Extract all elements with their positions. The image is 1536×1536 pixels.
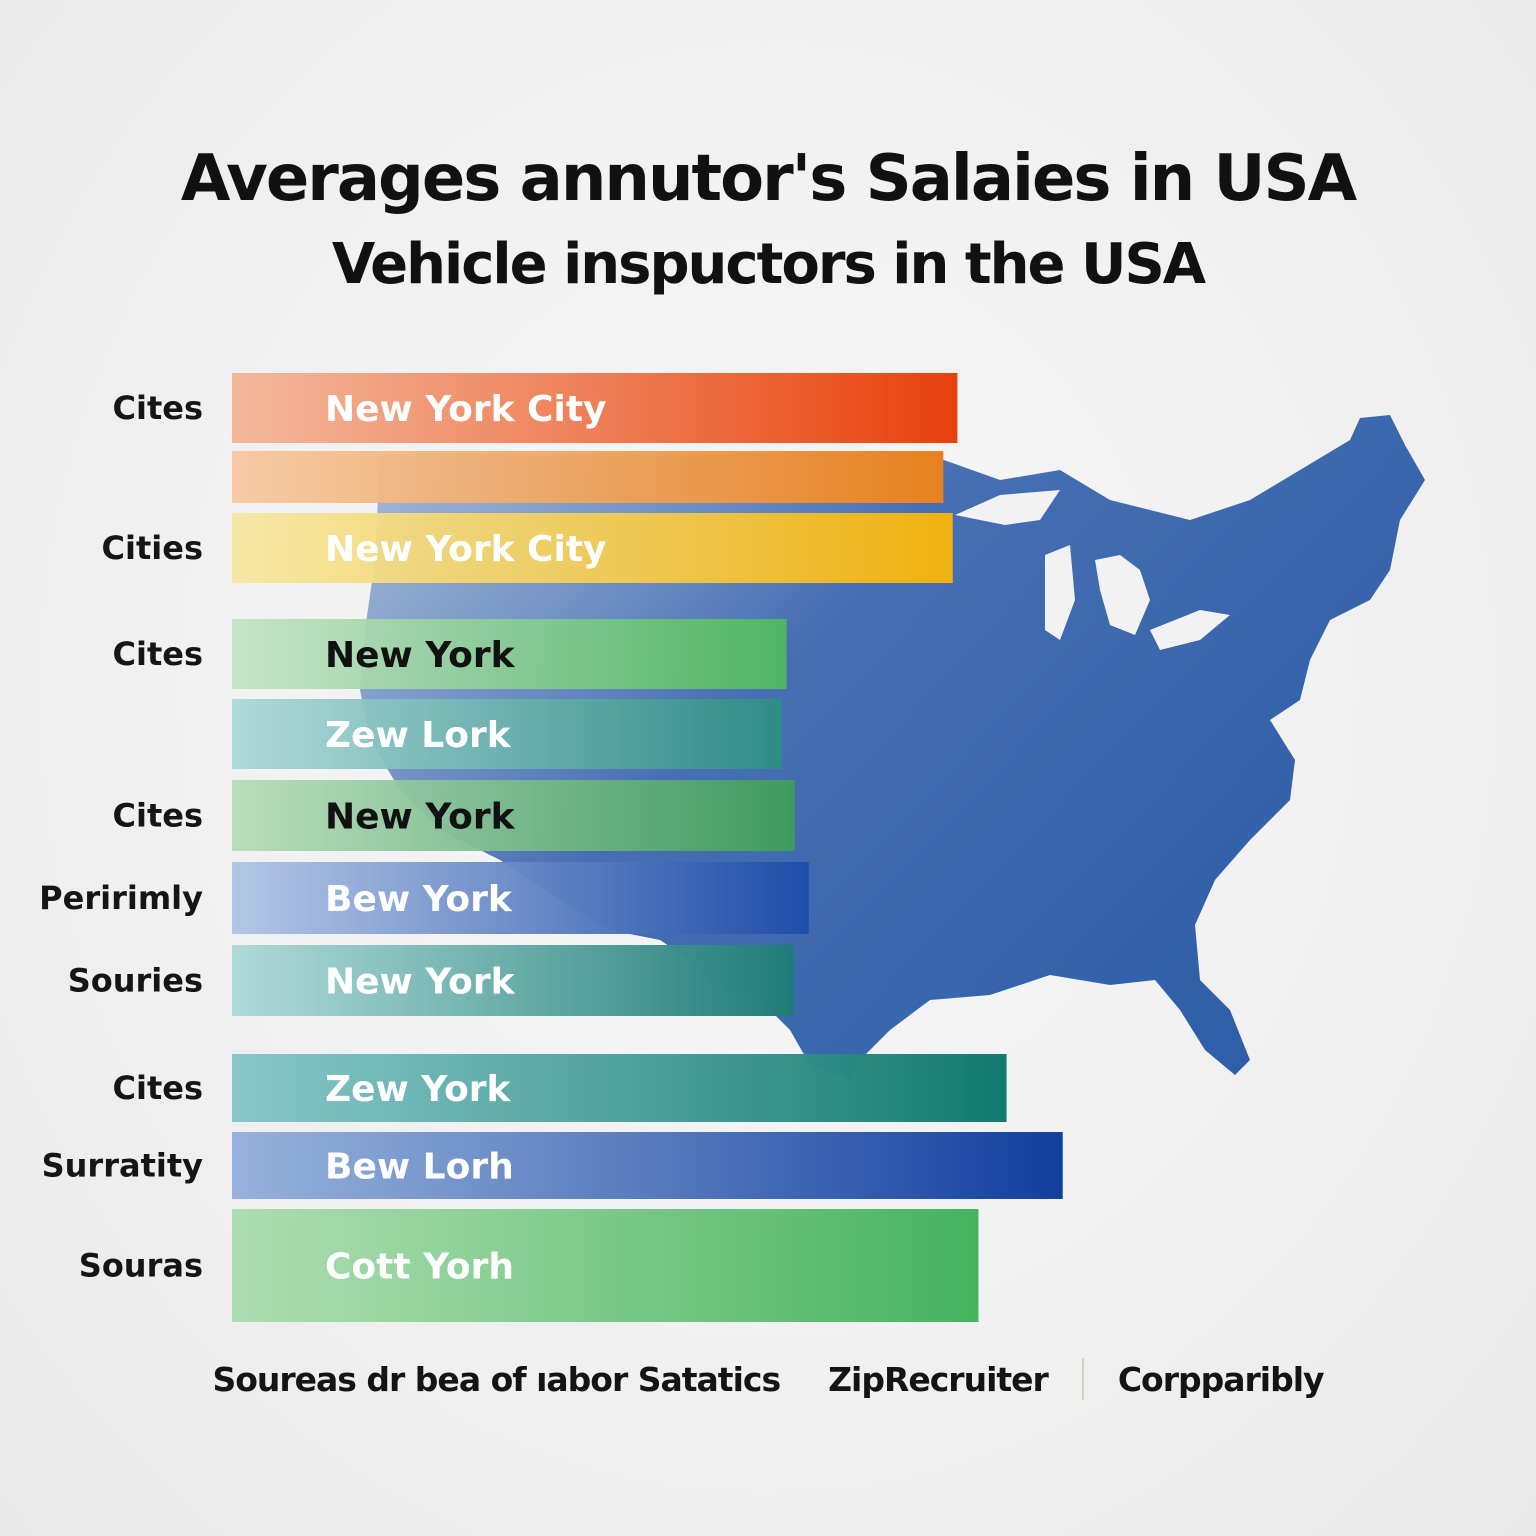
bar-label-11: Cott Yorh (325, 1247, 514, 1288)
sources-footer: Soureas dr bea of ıabor Satatics ZipRecr… (0, 1354, 1536, 1404)
source-bls: Soureas dr bea of ıabor Satatics (212, 1359, 781, 1399)
chart-subtitle: Vehicle inspuctors in the USA (331, 232, 1206, 297)
source-ziprecruiter: ZipRecruiter (828, 1359, 1049, 1399)
bar-label-6: New York (325, 797, 516, 838)
row-label-6: Cites (113, 797, 204, 835)
chart-title: Averages annutor's Salaies in USA (180, 142, 1357, 216)
bar-9 (232, 1054, 1007, 1122)
bar-label-7: Bew York (325, 879, 513, 920)
bar-6 (232, 780, 795, 851)
row-label-4: Cites (113, 635, 204, 673)
bar-4 (232, 619, 787, 689)
bar-5 (232, 699, 782, 769)
row-label-11: Souras (79, 1247, 203, 1285)
bar-3 (232, 513, 953, 583)
source-divider (1081, 1358, 1084, 1400)
bar-7 (232, 862, 809, 934)
row-label-1: Cites (113, 389, 204, 427)
bars-layer: Cites New York City Cities New York City Cit… (39, 373, 1063, 1322)
row-label-9: Cites (113, 1069, 204, 1107)
bar-2 (232, 451, 944, 503)
bar-label-4: New York (325, 635, 516, 676)
row-label-7: Peririmly (39, 879, 203, 917)
row-label-3: Cities (102, 529, 203, 567)
row-label-8: Souries (68, 962, 203, 1000)
great-lakes-shape (955, 490, 1230, 650)
source-comparably: Corpparibly (1117, 1359, 1325, 1399)
bar-8 (232, 945, 794, 1016)
bar-11 (232, 1209, 979, 1322)
bar-label-3: New York City (325, 529, 607, 570)
bar-10 (232, 1132, 1063, 1199)
row-label-10: Surratity (42, 1147, 204, 1185)
bar-label-10: Bew Lorh (325, 1147, 514, 1188)
bar-label-5: Zew Lork (325, 715, 512, 756)
bar-label-1: New York City (325, 389, 607, 430)
bar-label-9: Zew York (325, 1069, 512, 1110)
bar-1 (232, 373, 958, 443)
bar-label-8: New York (325, 962, 516, 1003)
